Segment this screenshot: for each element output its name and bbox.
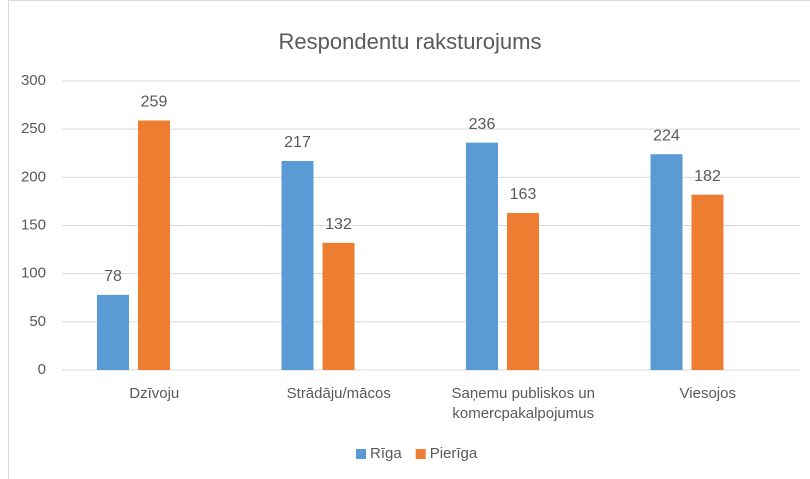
value-label: 182 [694,168,721,185]
value-label: 236 [469,116,496,133]
y-tick-label: 300 [21,72,46,89]
bar [466,142,498,370]
x-tick-label: Strādāju/mācos [286,385,391,402]
bar [97,294,129,370]
value-label: 78 [104,268,122,285]
x-tick-label: Saņemu publiskos un komercpakalpojumus [451,385,595,422]
y-tick-label: 0 [38,361,46,378]
legend-swatch [415,449,426,459]
value-label: 163 [510,186,537,203]
legend-label: Pierīga [430,445,478,462]
value-label: 224 [653,127,680,144]
chart-title: Respondentu raksturojums [279,29,542,54]
y-tick-label: 50 [29,313,46,330]
legend-swatch [356,449,366,459]
legend-label: Rīga [370,445,402,462]
y-tick-label: 150 [21,216,46,233]
bar [507,212,539,370]
value-label: 259 [141,94,168,111]
y-tick-label: 250 [21,120,46,137]
value-label: 217 [284,134,311,151]
x-tick-label: Dzīvoju [129,385,180,402]
bar [281,160,314,370]
bar [650,154,683,370]
chart-border [8,0,810,479]
y-tick-label: 100 [21,265,46,282]
y-tick-label: 200 [21,168,46,185]
bar [138,120,170,370]
x-tick-label: Viesojos [679,385,736,402]
value-label: 132 [325,216,352,233]
bar [322,242,355,370]
bar [691,194,724,370]
